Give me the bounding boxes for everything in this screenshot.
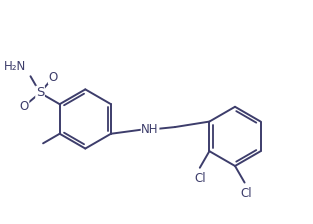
Text: H₂N: H₂N (4, 60, 26, 73)
Text: Cl: Cl (194, 172, 206, 185)
Text: NH: NH (141, 123, 159, 136)
Text: S: S (36, 86, 44, 99)
Text: Cl: Cl (240, 187, 252, 200)
Text: O: O (49, 71, 58, 84)
Text: O: O (19, 100, 29, 113)
